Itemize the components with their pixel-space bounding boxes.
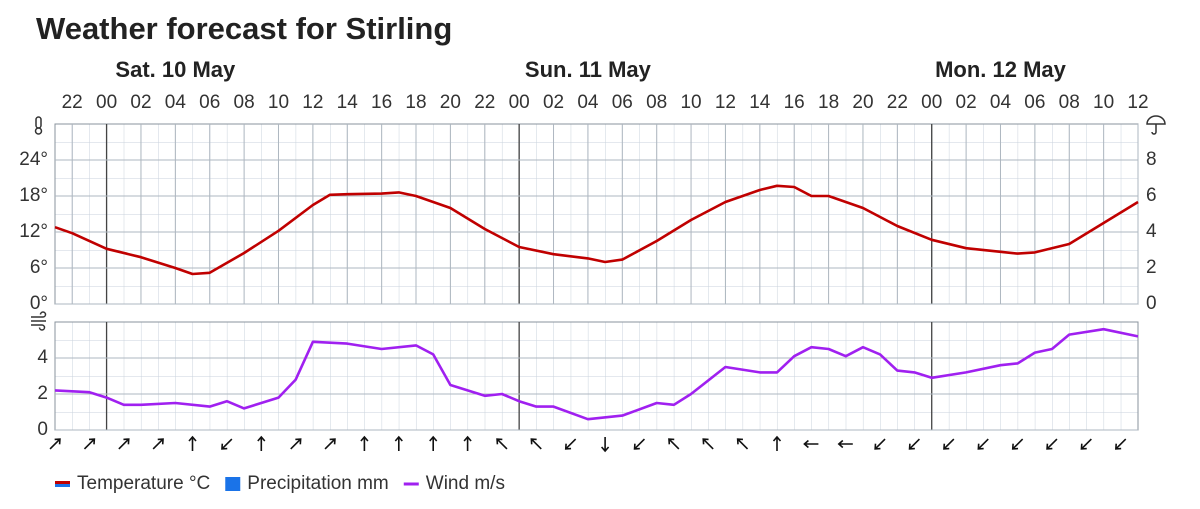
legend-swatch [403, 482, 419, 486]
wind-line [54, 327, 1139, 421]
y-tick-label: 24° [19, 149, 48, 170]
wind-arrow [360, 435, 369, 451]
wind-arrow [188, 435, 197, 451]
legend-label: Precipitation mm [247, 473, 389, 494]
legend-swatch [225, 477, 241, 491]
x-tick-label: 20 [852, 92, 873, 113]
wind-arrow [530, 438, 542, 450]
x-tick-label: 16 [371, 92, 392, 113]
y-tick-label: 6 [1146, 185, 1157, 206]
temperature-panel [55, 124, 1138, 304]
temperature-line [54, 184, 1139, 276]
x-tick-label: 00 [509, 92, 530, 113]
x-tick-label: 14 [337, 92, 359, 113]
x-tick-label: 08 [646, 92, 667, 113]
wind-arrow [564, 438, 577, 450]
x-tick-label: 16 [784, 92, 805, 113]
x-tick-label: 04 [577, 92, 599, 113]
x-tick-label: 12 [302, 92, 323, 113]
wind-panel [55, 322, 1138, 430]
x-tick-label: 12 [715, 92, 736, 113]
x-tick-label: 02 [543, 92, 564, 113]
thermometer-icon [34, 116, 43, 135]
legend: Temperature °C Precipitation mm Wind m/s [55, 473, 505, 494]
x-tick-label: 08 [1059, 92, 1080, 113]
wind-arrow [837, 439, 853, 449]
x-tick-label: 10 [1093, 92, 1114, 113]
wind-arrow [1046, 438, 1058, 450]
wind-arrow [463, 435, 472, 451]
x-tick-label: 10 [680, 92, 701, 113]
day-label: Sat. 10 May [115, 57, 236, 82]
wind-arrow [943, 438, 955, 450]
y-tick-label: 2 [37, 383, 48, 404]
wind-arrow [394, 435, 403, 451]
wind-arrow [83, 438, 96, 450]
wind-arrow [772, 435, 782, 451]
wind-arrow [429, 435, 438, 451]
wind-arrow [221, 438, 233, 450]
x-tick-label: 22 [62, 92, 83, 113]
y-tick-label: 12° [19, 221, 48, 242]
wind-arrow [290, 438, 302, 450]
x-tick-label: 18 [405, 92, 426, 113]
wind-arrow [874, 438, 886, 450]
x-tick-label: 00 [921, 92, 942, 113]
wind-arrow [977, 438, 989, 450]
wind-arrow [1080, 438, 1092, 450]
wind-arrow [600, 437, 610, 453]
wind-arrow [908, 438, 921, 450]
legend-label: Wind m/s [426, 473, 505, 494]
wind-arrow [496, 438, 508, 450]
wind-arrow [152, 438, 164, 450]
y-tick-label: 6° [30, 257, 48, 278]
wind-arrow [1114, 438, 1127, 450]
x-tick-label: 18 [818, 92, 839, 113]
wind-arrow [702, 438, 714, 450]
x-tick-label: 02 [956, 92, 977, 113]
x-tick-label: 02 [130, 92, 151, 113]
wind-arrow [736, 438, 749, 450]
legend-swatch [55, 481, 70, 484]
x-tick-label: 04 [165, 92, 187, 113]
y-tick-label: 18° [19, 185, 48, 206]
wind-arrow [633, 438, 646, 450]
x-tick-label: 06 [199, 92, 220, 113]
chart-title: Weather forecast for Stirling [36, 11, 452, 46]
x-tick-label: 00 [96, 92, 117, 113]
wind-arrow [803, 439, 819, 449]
legend-label: Temperature °C [77, 473, 210, 494]
x-tick-label: 06 [612, 92, 633, 113]
y-tick-label: 0 [37, 419, 48, 440]
x-tick-label: 10 [268, 92, 289, 113]
y-tick-label: 2 [1146, 257, 1157, 278]
wind-arrow [49, 438, 61, 450]
x-tick-label: 14 [749, 92, 771, 113]
day-label: Mon. 12 May [935, 57, 1067, 82]
x-tick-label: 12 [1127, 92, 1148, 113]
day-label: Sun. 11 May [525, 57, 652, 82]
y-tick-label: 0° [30, 293, 48, 314]
x-tick-label: 20 [440, 92, 461, 113]
x-tick-label: 04 [990, 92, 1012, 113]
x-tick-label: 22 [474, 92, 495, 113]
x-tick-label: 22 [887, 92, 908, 113]
x-tick-label: 08 [234, 92, 255, 113]
legend-swatch [55, 484, 70, 487]
x-tick-label: 06 [1024, 92, 1045, 113]
y-tick-label: 0 [1146, 293, 1157, 314]
y-tick-label: 8 [1146, 149, 1157, 170]
wind-arrow [1011, 438, 1024, 450]
y-tick-label: 4 [37, 347, 48, 368]
wind-arrow [324, 438, 336, 450]
umbrella-icon [1146, 115, 1166, 135]
y-tick-label: 4 [1146, 221, 1157, 242]
wind-icon [31, 311, 47, 331]
wind-arrow [257, 435, 266, 451]
wind-arrow [668, 438, 680, 450]
wind-arrow [118, 438, 130, 450]
